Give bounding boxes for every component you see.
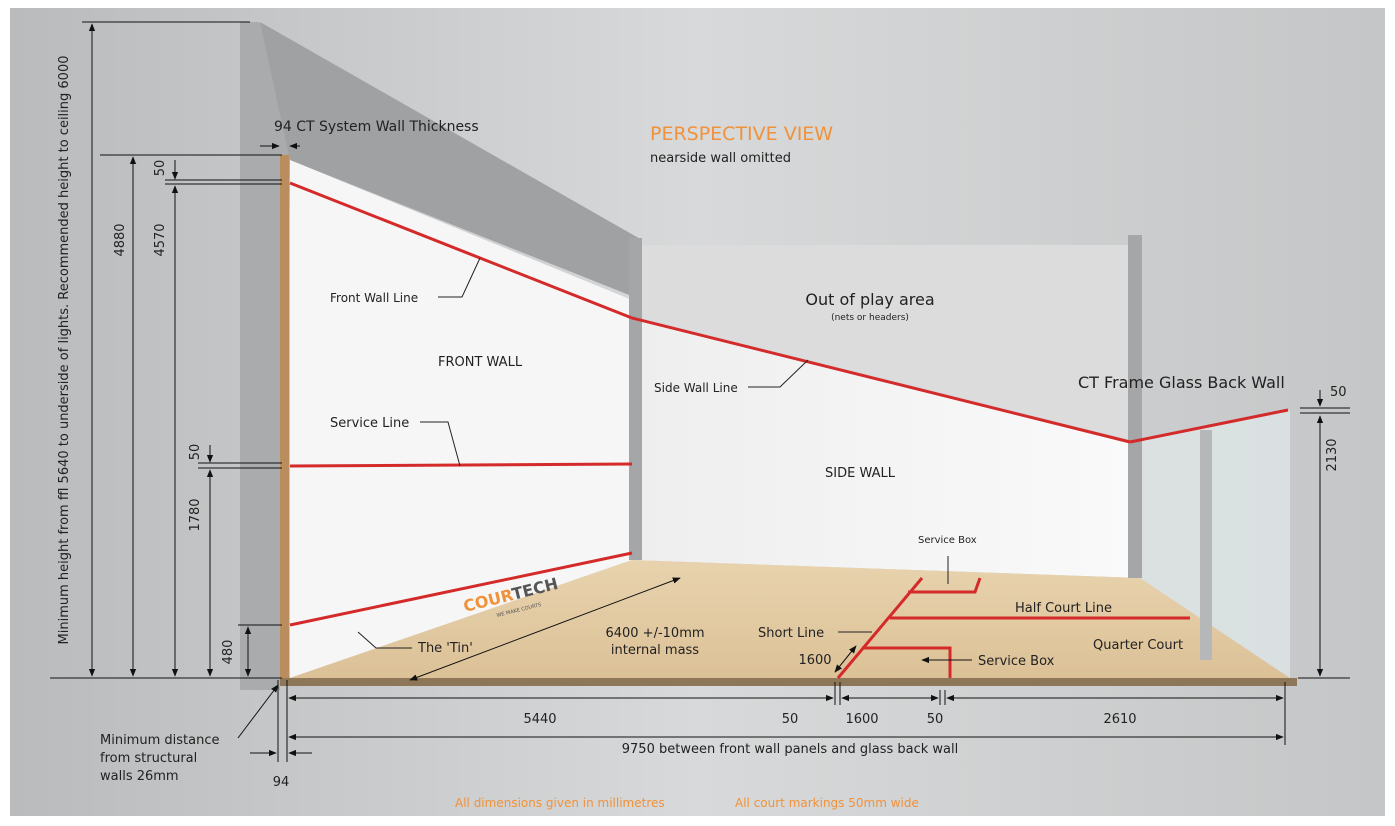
dim-label: 5440 (523, 712, 556, 727)
label: Service Line (330, 416, 409, 431)
dim-label: 50 (927, 712, 944, 727)
footer-note: All dimensions given in millimetres (455, 796, 665, 810)
back-wall-line (1129, 408, 1289, 444)
label: Short Line (758, 626, 824, 641)
dim-label: 50 (1330, 385, 1347, 400)
leader-arrow (237, 684, 279, 739)
leader (357, 631, 412, 649)
dim-label: 50 (782, 712, 799, 727)
post (629, 238, 642, 560)
dim-label: 4570 (153, 223, 168, 256)
wall-thickness-label: 94 CT System Wall Thickness (274, 119, 479, 135)
dim-label: 1780 (188, 498, 203, 531)
label: Quarter Court (1093, 638, 1183, 653)
dimension-lines (50, 21, 1350, 762)
label: SIDE WALL (825, 466, 896, 481)
dim-label: internal mass (611, 643, 699, 658)
label: (nets or headers) (831, 313, 909, 323)
dim-label: 2610 (1103, 712, 1136, 727)
label: Front Wall Line (330, 291, 418, 305)
service-line (289, 462, 633, 468)
dim-label: 94 (273, 775, 290, 790)
side-wall-line (631, 316, 1131, 444)
note: from structural (100, 751, 197, 766)
dim-label: 4880 (113, 223, 128, 256)
label: CT Frame Glass Back Wall (1078, 373, 1285, 392)
label: The 'Tin' (417, 641, 473, 656)
front-wall-line (289, 181, 633, 320)
dim-label: 480 (221, 640, 236, 665)
floor-base (280, 678, 1297, 686)
note: Minimum distance (100, 733, 219, 748)
dim-label: 9750 between front wall panels and glass… (622, 742, 959, 757)
service-box-line (908, 577, 982, 594)
label: Side Wall Line (654, 381, 738, 395)
title: PERSPECTIVE VIEW (650, 123, 833, 145)
label: FRONT WALL (438, 355, 523, 370)
wall-panel-edge (280, 155, 289, 685)
glass-door-frame (1200, 430, 1212, 660)
label: Service Box (978, 654, 1055, 669)
header-face (260, 22, 642, 300)
dim-label: 50 (188, 444, 203, 461)
service-box-line (862, 646, 952, 678)
dim-label: 1600 (845, 712, 878, 727)
dimension-line (834, 645, 857, 673)
dimension-line (409, 577, 681, 681)
label: Service Box (918, 535, 977, 546)
footer-note: All court markings 50mm wide (735, 796, 919, 810)
label: Out of play area (805, 290, 934, 309)
out-of-play-area (642, 245, 1130, 440)
note: walls 26mm (100, 769, 179, 784)
leader (438, 257, 481, 298)
dim-label: 1600 (798, 653, 831, 668)
label: Half Court Line (1015, 601, 1112, 616)
subtitle: nearside wall omitted (650, 151, 791, 166)
dim-label: 2130 (1325, 438, 1340, 471)
front-wall (290, 160, 632, 678)
post (1128, 235, 1142, 578)
side-wall (632, 318, 1140, 578)
dim-label: 6400 +/-10mm (605, 626, 704, 641)
leader (420, 421, 461, 467)
leader (748, 359, 809, 388)
dim-label: 50 (153, 160, 168, 177)
height-note: Minimum height from ffl 5640 to undersid… (57, 56, 72, 645)
